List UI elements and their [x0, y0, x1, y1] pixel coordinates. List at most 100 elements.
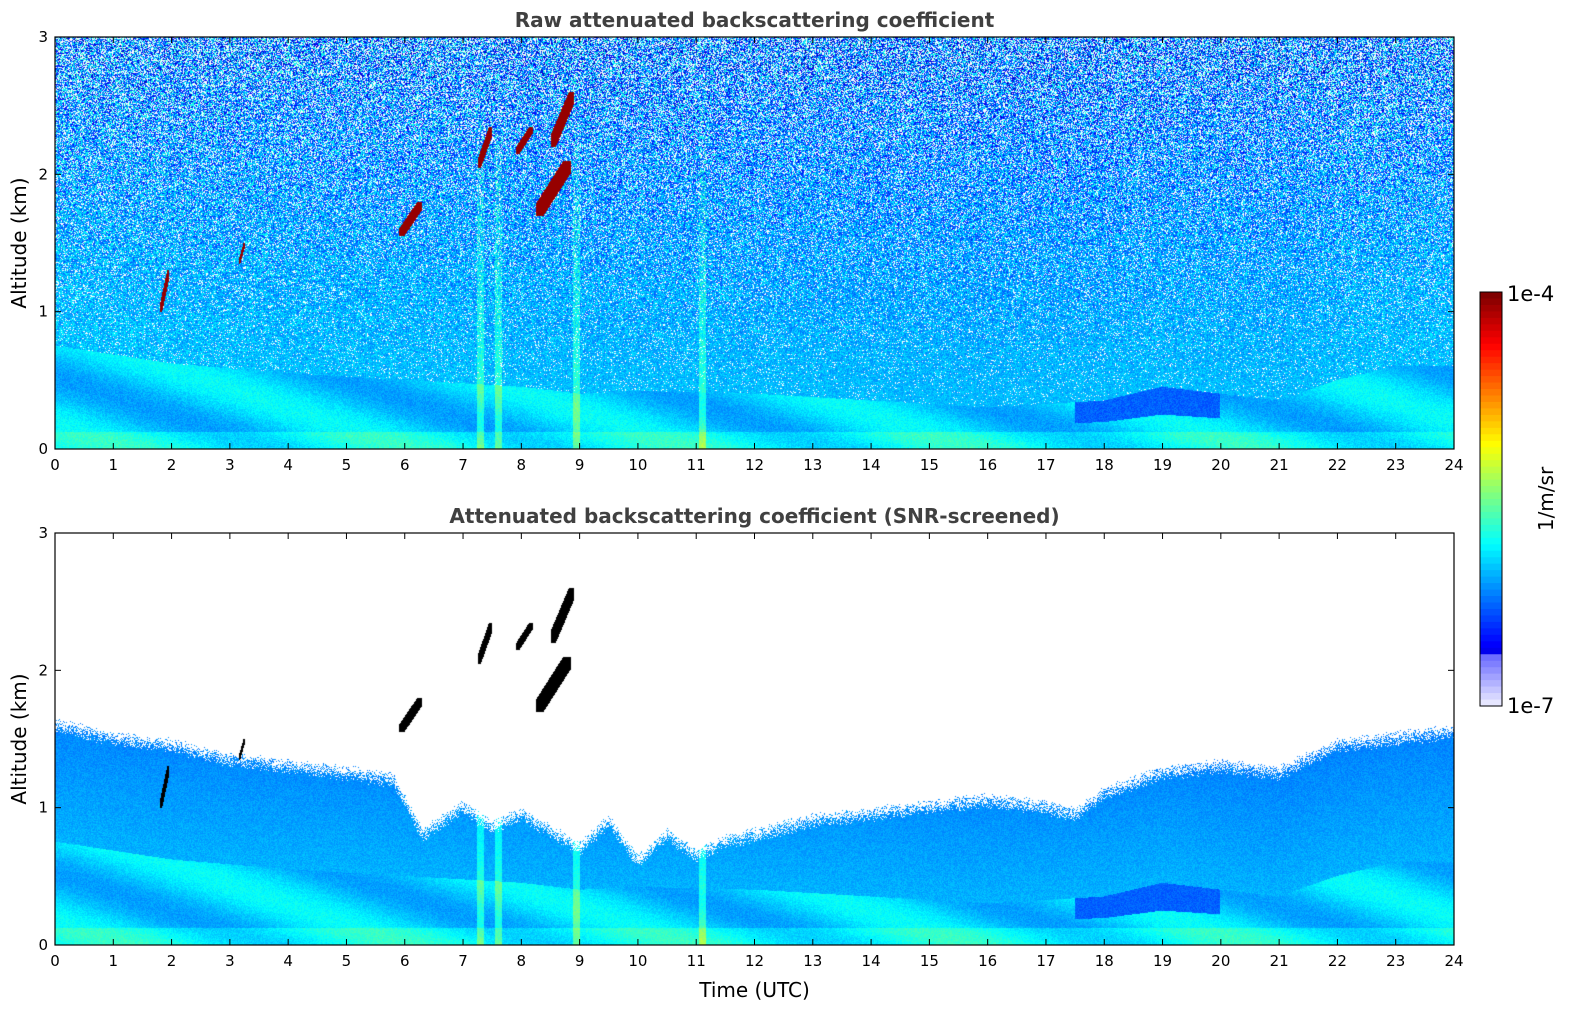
colorbar-step — [1480, 596, 1502, 604]
colorbar-step — [1480, 479, 1502, 487]
x-tick-label-0-21: 21 — [1270, 456, 1289, 474]
colorbar-step — [1480, 544, 1502, 552]
x-tick-label-0-12: 12 — [745, 456, 764, 474]
x-tick-label-1-4: 4 — [283, 952, 293, 970]
x-tick-label-1-21: 21 — [1270, 952, 1289, 970]
plot-frame-0 — [54, 36, 1455, 450]
y-tick-label-0-3: 3 — [38, 28, 48, 46]
colorbar-frame — [1479, 291, 1503, 707]
x-tick-label-1-23: 23 — [1386, 952, 1405, 970]
x-tick-label-0-6: 6 — [400, 456, 410, 474]
screened-heatmap — [55, 533, 1454, 945]
colorbar-step — [1480, 292, 1502, 300]
plot-frame-1 — [54, 532, 1455, 946]
colorbar-step — [1480, 628, 1502, 636]
x-tick-label-1-1: 1 — [109, 952, 119, 970]
x-tick-label-1-22: 22 — [1328, 952, 1347, 970]
colorbar-step — [1480, 576, 1502, 584]
colorbar-step — [1480, 550, 1502, 558]
colorbar-step — [1480, 647, 1502, 655]
colorbar-step — [1480, 557, 1502, 565]
x-tick-label-0-5: 5 — [342, 456, 352, 474]
x-tick-label-0-0: 0 — [50, 456, 60, 474]
y-tick-label-1-3: 3 — [38, 524, 48, 542]
x-tick-label-0-4: 4 — [283, 456, 293, 474]
x-tick-label-0-24: 24 — [1444, 456, 1463, 474]
colorbar-step — [1480, 447, 1502, 455]
colorbar-step — [1480, 634, 1502, 642]
colorbar-step — [1480, 460, 1502, 468]
x-tick-label-0-11: 11 — [687, 456, 706, 474]
x-tick-label-1-7: 7 — [458, 952, 468, 970]
colorbar-unit-label: 1/m/sr — [1534, 466, 1558, 531]
colorbar-step — [1480, 427, 1502, 435]
colorbar-step — [1480, 621, 1502, 629]
colorbar-step — [1480, 421, 1502, 429]
colorbar-step — [1480, 602, 1502, 610]
colorbar-min-label: 1e-7 — [1507, 694, 1554, 718]
colorbar-step — [1480, 414, 1502, 422]
y-axis-label-0: Altitude (km) — [7, 177, 31, 308]
y-axis-label-1: Altitude (km) — [7, 673, 31, 804]
colorbar-step — [1480, 680, 1502, 688]
colorbar-step — [1480, 330, 1502, 338]
colorbar-step — [1480, 583, 1502, 591]
x-tick-label-1-9: 9 — [575, 952, 585, 970]
x-tick-label-0-18: 18 — [1095, 456, 1114, 474]
colorbar-step — [1480, 563, 1502, 571]
x-tick-label-1-12: 12 — [745, 952, 764, 970]
colorbar-step — [1480, 382, 1502, 390]
colorbar-step — [1480, 518, 1502, 526]
x-tick-label-1-6: 6 — [400, 952, 410, 970]
colorbar-step — [1480, 492, 1502, 500]
x-tick-label-0-2: 2 — [167, 456, 177, 474]
colorbar-step — [1480, 453, 1502, 461]
colorbar-step — [1480, 531, 1502, 539]
colorbar-step — [1480, 440, 1502, 448]
x-tick-label-1-15: 15 — [920, 952, 939, 970]
screened-panel-title: Attenuated backscattering coefficient (S… — [449, 504, 1060, 528]
x-tick-label-1-5: 5 — [342, 952, 352, 970]
x-tick-label-0-14: 14 — [862, 456, 881, 474]
x-axis-label-1: Time (UTC) — [698, 978, 810, 1002]
colorbar-step — [1480, 499, 1502, 507]
colorbar-step — [1480, 699, 1502, 707]
colorbar-step — [1480, 660, 1502, 668]
x-tick-label-1-17: 17 — [1036, 952, 1055, 970]
x-tick-label-0-1: 1 — [109, 456, 119, 474]
x-tick-label-0-20: 20 — [1211, 456, 1230, 474]
colorbar-step — [1480, 408, 1502, 416]
y-tick-label-1-0: 0 — [38, 936, 48, 954]
colorbar-step — [1480, 350, 1502, 358]
x-tick-label-1-16: 16 — [978, 952, 997, 970]
colorbar-step — [1480, 401, 1502, 410]
x-tick-label-0-23: 23 — [1386, 456, 1405, 474]
colorbar-step — [1480, 343, 1502, 351]
x-tick-label-1-20: 20 — [1211, 952, 1230, 970]
colorbar-step — [1480, 686, 1502, 694]
colorbar-step — [1480, 654, 1502, 662]
colorbar-step — [1480, 615, 1502, 623]
colorbar-step — [1480, 589, 1502, 597]
colorbar-step — [1480, 356, 1502, 364]
x-tick-label-0-17: 17 — [1036, 456, 1055, 474]
x-tick-label-1-19: 19 — [1153, 952, 1172, 970]
x-tick-label-0-13: 13 — [803, 456, 822, 474]
x-tick-label-1-8: 8 — [517, 952, 527, 970]
x-tick-label-1-3: 3 — [225, 952, 235, 970]
colorbar-step — [1480, 641, 1502, 649]
colorbar-step — [1480, 298, 1502, 306]
colorbar-step — [1480, 376, 1502, 384]
colorbar-step — [1480, 570, 1502, 578]
raw-panel-title: Raw attenuated backscattering coefficien… — [514, 8, 995, 32]
colorbar-step — [1480, 505, 1502, 513]
x-tick-label-0-3: 3 — [225, 456, 235, 474]
colorbar-step — [1480, 693, 1502, 701]
y-tick-label-0-2: 2 — [38, 165, 48, 183]
colorbar-step — [1480, 537, 1502, 545]
x-tick-label-0-16: 16 — [978, 456, 997, 474]
colorbar-step — [1480, 524, 1502, 532]
colorbar-step — [1480, 511, 1502, 520]
colorbar-step — [1480, 667, 1502, 675]
